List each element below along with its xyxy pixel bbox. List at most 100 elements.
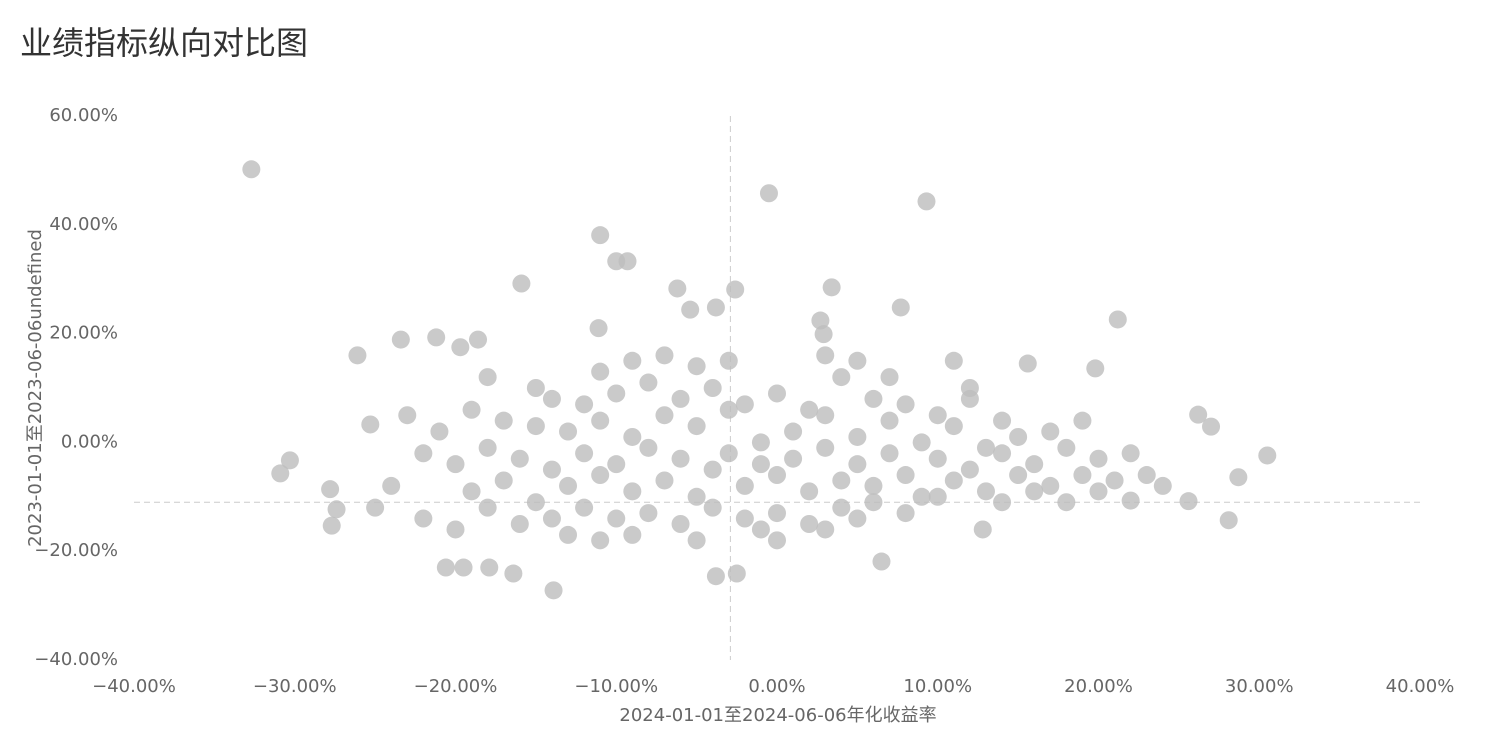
point <box>454 558 473 577</box>
point <box>542 389 561 408</box>
x-tick-label: −30.00% <box>253 676 337 697</box>
y-tick-label: 40.00% <box>49 214 118 235</box>
x-tick-label: 20.00% <box>1064 676 1133 697</box>
chart-title: 业绩指标纵向对比图 <box>20 24 308 62</box>
point <box>591 362 610 381</box>
point <box>591 466 610 485</box>
point <box>784 449 803 468</box>
point <box>703 379 722 397</box>
point <box>321 480 340 499</box>
point <box>623 427 642 446</box>
point <box>976 438 995 457</box>
point <box>719 351 738 370</box>
point <box>1089 482 1108 501</box>
point <box>912 433 931 452</box>
point <box>446 455 465 474</box>
point <box>427 328 446 347</box>
point <box>848 351 867 370</box>
point <box>880 411 899 430</box>
point <box>398 406 417 425</box>
point <box>768 384 786 403</box>
point <box>681 300 700 319</box>
point <box>1089 449 1108 468</box>
point <box>1258 446 1277 465</box>
point <box>526 379 545 397</box>
point <box>504 564 523 583</box>
point <box>768 466 786 485</box>
point <box>800 515 819 533</box>
point <box>1219 511 1238 530</box>
point <box>382 476 401 495</box>
point <box>1025 482 1044 501</box>
point <box>1009 427 1028 446</box>
y-tick-label: 60.00% <box>49 105 118 126</box>
point <box>1041 476 1060 495</box>
point <box>1105 471 1124 490</box>
point <box>993 411 1012 430</box>
point <box>800 482 819 501</box>
point <box>1229 468 1248 487</box>
point <box>768 531 786 550</box>
point <box>655 471 674 490</box>
point <box>993 493 1012 512</box>
point <box>414 444 433 463</box>
point <box>891 298 910 317</box>
x-tick-label: 40.00% <box>1386 676 1455 697</box>
point <box>706 298 725 317</box>
point <box>928 487 947 506</box>
point <box>618 252 637 271</box>
point <box>928 406 947 425</box>
point <box>811 311 830 330</box>
point <box>960 379 979 397</box>
point <box>703 498 722 517</box>
x-axis-label: 2024-01-01至2024-06-06年化收益率 <box>619 705 936 726</box>
point <box>1009 466 1028 485</box>
point <box>832 471 851 490</box>
point <box>607 455 626 474</box>
point <box>687 531 706 550</box>
point <box>944 351 963 370</box>
x-tick-label: −20.00% <box>414 676 498 697</box>
x-tick-label: −40.00% <box>92 676 176 697</box>
y-tick-label: −40.00% <box>34 649 118 670</box>
point <box>896 395 915 414</box>
point <box>848 427 867 446</box>
point <box>1025 455 1044 474</box>
point <box>973 520 992 539</box>
point <box>1202 417 1221 436</box>
x-tick-label: 10.00% <box>903 676 972 697</box>
point <box>687 417 706 436</box>
point <box>976 482 995 501</box>
point <box>494 411 513 430</box>
point <box>719 444 738 463</box>
point <box>993 444 1012 463</box>
point <box>816 520 835 539</box>
point <box>960 460 979 479</box>
point <box>242 160 261 179</box>
point <box>430 422 449 441</box>
point <box>671 515 690 533</box>
x-tick-label: −10.00% <box>574 676 658 697</box>
point <box>1108 310 1127 329</box>
point <box>944 471 963 490</box>
point <box>639 504 658 523</box>
point <box>944 417 963 436</box>
point <box>1057 493 1076 512</box>
point <box>462 400 481 419</box>
point <box>872 552 891 571</box>
point <box>687 357 706 376</box>
point <box>607 509 626 528</box>
point <box>526 417 545 436</box>
point <box>832 498 851 517</box>
point <box>391 330 410 349</box>
point <box>703 460 722 479</box>
point <box>655 346 674 365</box>
point <box>494 471 513 490</box>
point <box>668 279 687 298</box>
point <box>480 558 499 577</box>
point <box>510 449 529 468</box>
point <box>544 581 563 600</box>
point <box>896 504 915 523</box>
y-tick-label: 20.00% <box>49 323 118 344</box>
point <box>719 400 738 419</box>
